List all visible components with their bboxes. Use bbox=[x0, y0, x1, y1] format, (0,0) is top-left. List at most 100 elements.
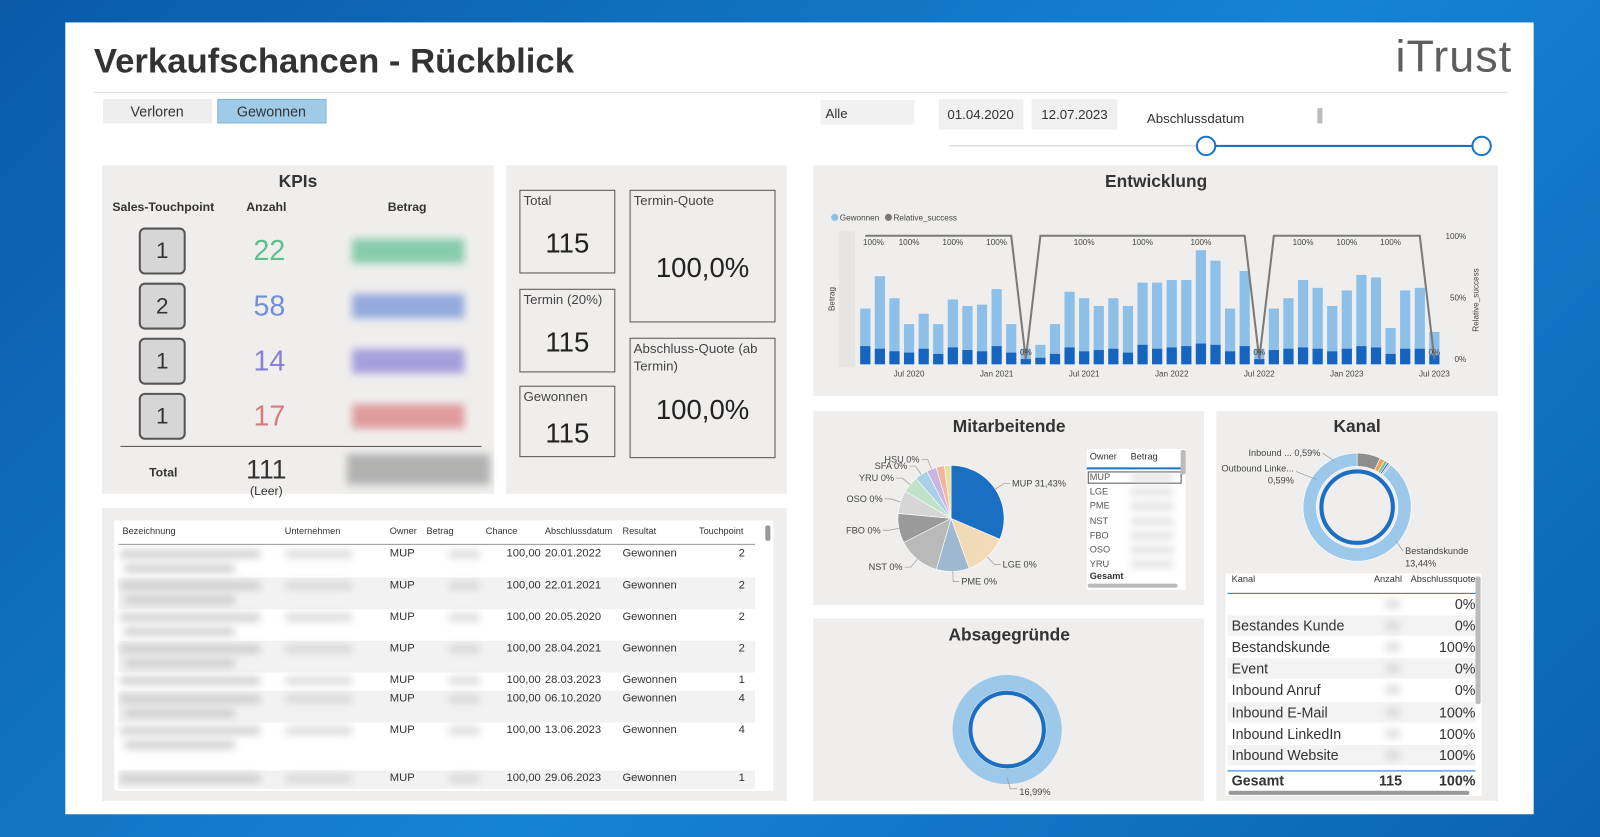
kanal-cell: Inbound Anruf bbox=[1231, 682, 1321, 699]
owner-cell: MUP bbox=[389, 771, 415, 785]
touchpoint-cell: 4 bbox=[738, 692, 745, 705]
header-rule bbox=[93, 91, 1509, 93]
result-cell: Gewonnen bbox=[622, 723, 677, 737]
x-tick-label: Jul 2020 bbox=[894, 370, 925, 379]
bar bbox=[1079, 351, 1090, 365]
blurred-value bbox=[120, 774, 261, 783]
owner-cell: MUP bbox=[1089, 471, 1111, 483]
kpi-card bbox=[629, 337, 776, 459]
bar bbox=[947, 347, 958, 365]
chance-cell: 100,00 bbox=[506, 547, 541, 560]
blurred-value bbox=[1385, 750, 1400, 759]
kpi-card bbox=[519, 288, 616, 373]
owner-cell: PME bbox=[1089, 500, 1110, 512]
touchpoint-label: 1 bbox=[155, 347, 169, 374]
owner-cell: MUP bbox=[389, 610, 415, 623]
scrollbar bbox=[1228, 790, 1470, 795]
blurred-value bbox=[1385, 686, 1400, 695]
blurred-value bbox=[352, 238, 465, 264]
quote-cell: 0% bbox=[1454, 660, 1476, 677]
bar bbox=[1137, 282, 1148, 365]
line-value-label: 100% bbox=[1074, 238, 1095, 247]
owner-cell: NST bbox=[1089, 515, 1109, 526]
blurred-value bbox=[1385, 643, 1400, 652]
bar bbox=[1414, 348, 1425, 365]
quote-cell: 100% bbox=[1438, 638, 1476, 656]
bar bbox=[1327, 351, 1338, 365]
bar bbox=[889, 351, 900, 365]
result-cell: Gewonnen bbox=[622, 692, 677, 705]
bar bbox=[1341, 290, 1352, 365]
total-cell: Gesamt bbox=[1089, 570, 1124, 582]
blurred-value bbox=[448, 549, 480, 559]
leader-line bbox=[995, 483, 1010, 490]
legend-marker bbox=[831, 213, 839, 221]
blurred-value bbox=[346, 454, 490, 485]
line-value-label: 0% bbox=[1253, 348, 1265, 357]
bar bbox=[1093, 305, 1104, 365]
bar bbox=[903, 352, 915, 365]
blurred-value bbox=[352, 293, 465, 319]
row-band bbox=[1227, 744, 1476, 765]
bar bbox=[947, 299, 958, 365]
owner-cell: OSO bbox=[1089, 544, 1111, 555]
page-title: Verkaufschancen - Rückblick bbox=[93, 41, 575, 81]
column-header: Unternehmen bbox=[284, 526, 341, 537]
line-value-label: 100% bbox=[1293, 238, 1314, 247]
column-header: Anzahl bbox=[1373, 573, 1403, 585]
column-header: Betrag bbox=[1130, 451, 1158, 462]
quote-cell: 100% bbox=[1438, 703, 1476, 720]
bar bbox=[1079, 298, 1090, 365]
owner-cell: YRU bbox=[1089, 558, 1110, 570]
date-to-box[interactable] bbox=[1031, 98, 1118, 130]
card-label: Total bbox=[523, 192, 552, 209]
card-value: 100,0% bbox=[655, 252, 750, 284]
bar bbox=[918, 313, 929, 365]
date-cell: 13.06.2023 bbox=[544, 723, 602, 737]
slider-label: Abschlussdatum bbox=[1146, 110, 1245, 127]
column-header: Resultat bbox=[622, 526, 657, 537]
header-rule bbox=[118, 543, 756, 545]
bar bbox=[860, 308, 871, 365]
line-value-label: 0% bbox=[1428, 348, 1440, 357]
bar bbox=[991, 346, 1002, 365]
blurred-value bbox=[124, 627, 235, 636]
tab-button[interactable] bbox=[217, 98, 327, 124]
legend-label: Relative_success bbox=[894, 213, 957, 222]
slider-knob[interactable] bbox=[1195, 135, 1217, 157]
leader-line bbox=[896, 477, 911, 485]
bar bbox=[1268, 350, 1279, 365]
slice-label: MUP 31,43% bbox=[1012, 479, 1066, 489]
quote-cell: 100% bbox=[1438, 725, 1476, 742]
slider-knob[interactable] bbox=[1471, 135, 1492, 157]
kpi-count: 17 bbox=[253, 399, 286, 432]
bar bbox=[1385, 327, 1396, 365]
dropdown[interactable] bbox=[820, 99, 915, 125]
result-cell: Gewonnen bbox=[622, 547, 677, 560]
blurred-value bbox=[285, 644, 353, 654]
bar bbox=[918, 348, 929, 365]
date-from-box[interactable] bbox=[938, 98, 1024, 130]
touchpoint-cell: 2 bbox=[738, 642, 745, 655]
row-band bbox=[1227, 615, 1476, 636]
line-value-label: 100% bbox=[942, 238, 963, 247]
bar bbox=[933, 324, 944, 365]
date-cell: 28.03.2023 bbox=[544, 673, 602, 687]
bar bbox=[1035, 357, 1046, 365]
chance-cell: 100,00 bbox=[506, 673, 541, 687]
slice-label: PME 0% bbox=[961, 577, 997, 587]
chance-cell: 100,00 bbox=[506, 723, 541, 737]
card-value: 100,0% bbox=[655, 394, 750, 425]
leader-line bbox=[909, 465, 922, 475]
kpi-count: 14 bbox=[253, 344, 286, 377]
owner-cell: MUP bbox=[389, 579, 415, 592]
x-tick-label: Jul 2021 bbox=[1069, 370, 1100, 379]
kanal-cell: Inbound LinkedIn bbox=[1231, 725, 1342, 742]
tab-button[interactable] bbox=[103, 98, 213, 124]
bar bbox=[1400, 348, 1411, 365]
bar bbox=[1268, 308, 1279, 365]
bar bbox=[1020, 359, 1031, 365]
bar bbox=[1006, 352, 1017, 365]
leader-line bbox=[952, 571, 960, 582]
